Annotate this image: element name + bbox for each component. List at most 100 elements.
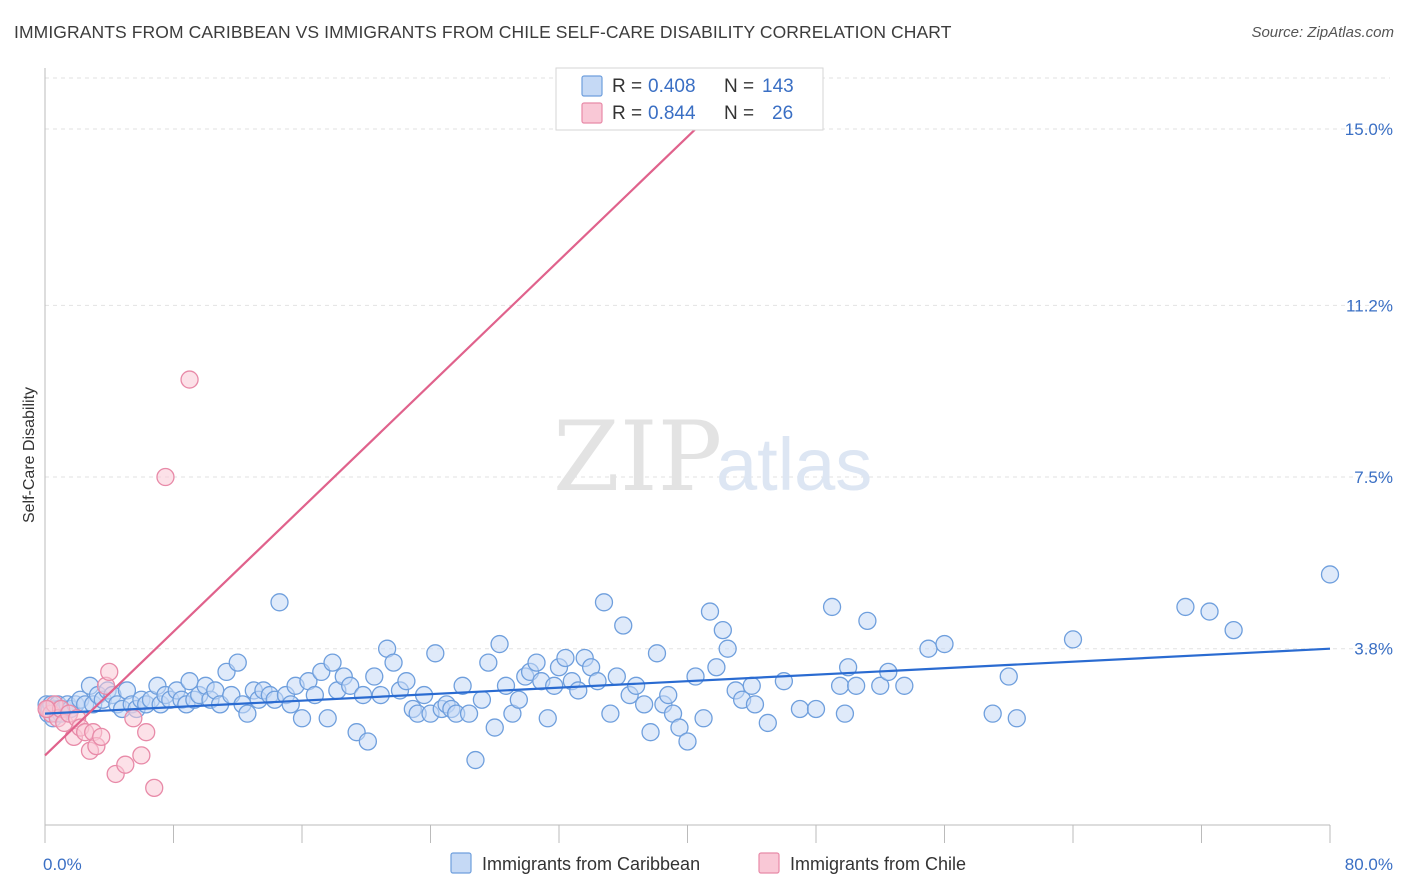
data-point — [707, 658, 726, 677]
data-point — [935, 634, 954, 654]
data-point — [713, 620, 732, 640]
data-point — [594, 593, 614, 612]
data-point — [745, 695, 765, 714]
data-point — [626, 676, 646, 695]
data-point — [634, 695, 654, 714]
grid-lines — [45, 77, 1390, 650]
data-point — [527, 653, 546, 672]
data-point — [365, 667, 384, 686]
data-point — [678, 732, 697, 751]
trend-line-chile — [44, 105, 721, 757]
data-point — [742, 676, 761, 695]
legend-r-label: R = — [612, 103, 642, 124]
data-point — [358, 732, 378, 751]
data-point — [426, 644, 445, 663]
series-caribbean — [37, 565, 1340, 770]
y-axis-label: Self-Care Disability — [21, 387, 38, 523]
data-point — [453, 676, 472, 695]
data-point — [353, 685, 373, 705]
legend-n-value-chile: 26 — [772, 103, 793, 124]
data-point — [790, 699, 810, 719]
data-point — [397, 672, 416, 691]
series-chile — [37, 370, 199, 798]
data-point — [100, 662, 119, 682]
trend-layer — [44, 105, 1331, 757]
legend-r-value-chile: 0.844 — [648, 103, 696, 124]
data-point — [496, 676, 516, 695]
data-point — [292, 709, 312, 728]
data-point — [983, 704, 1002, 723]
legend-swatch-caribbean — [581, 75, 603, 97]
data-point — [806, 699, 826, 719]
data-point — [92, 727, 111, 746]
data-point — [371, 685, 390, 705]
data-point — [1063, 630, 1083, 649]
data-point — [694, 709, 713, 728]
data-point — [180, 370, 199, 389]
legend-top: R = 0.408 N = 143 R = 0.844 N = 26 — [555, 67, 824, 131]
data-point — [472, 690, 492, 709]
legend-bottom-swatch-chile — [758, 852, 780, 874]
data-point — [323, 653, 342, 672]
data-point — [838, 658, 858, 677]
data-point — [341, 676, 360, 695]
data-point — [545, 676, 564, 695]
watermark: ZIP atlas — [553, 401, 872, 513]
data-point — [858, 611, 877, 631]
data-point — [647, 644, 667, 663]
data-point — [758, 713, 777, 733]
data-point — [871, 676, 890, 695]
data-point — [145, 778, 164, 798]
data-point — [116, 755, 135, 774]
data-point — [919, 639, 938, 658]
legend-n-label: N = — [724, 76, 754, 97]
data-point — [270, 593, 289, 612]
trend-line-caribbean — [44, 647, 1331, 715]
watermark-atlas: atlas — [716, 423, 872, 506]
x-tick-label: 80.0% — [1345, 855, 1393, 874]
data-point — [718, 639, 737, 658]
data-point — [384, 653, 403, 672]
data-point — [830, 676, 850, 695]
y-tick-label: 15.0% — [1345, 120, 1393, 139]
legend-bottom-label-caribbean: Immigrants from Caribbean — [482, 854, 700, 874]
data-point — [601, 704, 620, 723]
x-tick-label: 0.0% — [43, 855, 82, 874]
data-point — [686, 667, 705, 686]
legend-r-value-caribbean: 0.408 — [648, 76, 696, 97]
data-point — [281, 695, 300, 714]
data-point — [670, 718, 689, 737]
data-point — [238, 704, 257, 723]
data-point — [641, 723, 660, 742]
data-point — [509, 690, 528, 709]
watermark-zip: ZIP — [553, 401, 722, 513]
data-point — [466, 750, 485, 770]
legend-n-value-caribbean: 143 — [762, 76, 794, 97]
y-tick-label: 7.5% — [1354, 468, 1393, 487]
data-point — [556, 648, 575, 668]
data-point — [835, 704, 855, 723]
data-point — [569, 681, 588, 700]
data-point — [1224, 620, 1243, 640]
legend-swatch-chile — [581, 102, 603, 124]
data-point — [1320, 565, 1340, 584]
data-point — [588, 672, 607, 691]
data-point — [124, 709, 143, 728]
legend-bottom-swatch-caribbean — [450, 852, 472, 874]
y-tick-label: 3.8% — [1354, 640, 1393, 659]
data-point — [999, 667, 1018, 686]
data-point — [490, 634, 509, 654]
chart-title: IMMIGRANTS FROM CARIBBEAN VS IMMIGRANTS … — [14, 22, 952, 42]
data-point — [847, 676, 866, 695]
y-tick-label: 11.2% — [1346, 296, 1393, 315]
data-point — [607, 667, 626, 686]
data-point — [137, 723, 156, 742]
legend-bottom-label-chile: Immigrants from Chile — [790, 854, 966, 874]
data-point — [895, 676, 914, 695]
data-point — [132, 746, 151, 765]
data-point — [614, 616, 633, 635]
data-point — [459, 704, 479, 723]
legend-r-label: R = — [612, 76, 642, 97]
data-point — [318, 709, 337, 728]
data-point — [700, 602, 720, 621]
